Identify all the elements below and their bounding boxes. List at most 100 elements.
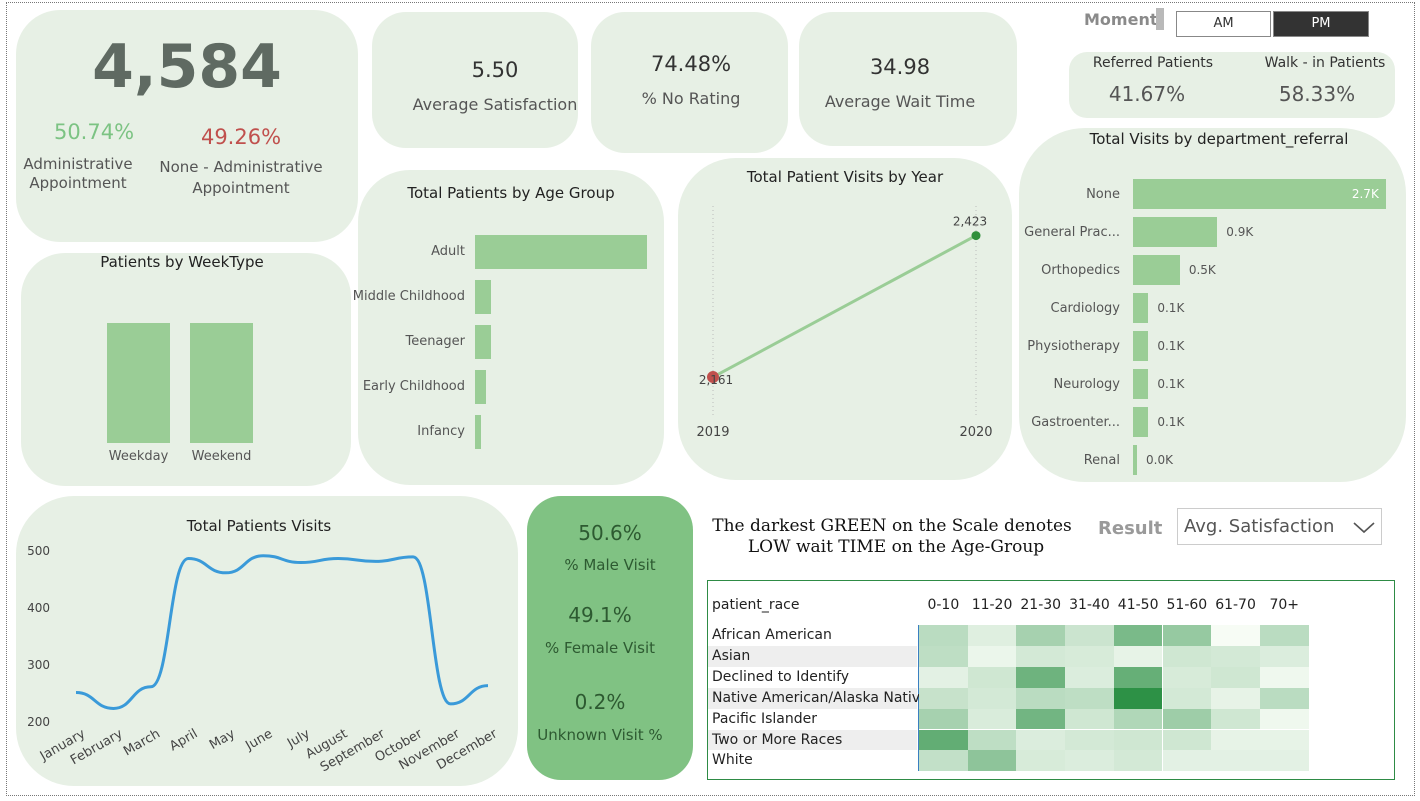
heatmap-cell[interactable] [1211, 645, 1260, 667]
year-data-label: 2,423 [953, 215, 987, 229]
age-bar [475, 280, 491, 314]
female-value: 49.1% [568, 603, 632, 627]
heatmap-cell[interactable] [1016, 750, 1066, 772]
heatmap-cell[interactable] [1259, 708, 1309, 730]
department-label: Renal [1083, 453, 1120, 468]
heatmap-cell[interactable] [1065, 687, 1114, 709]
heatmap-cell[interactable] [1259, 645, 1309, 667]
heatmap-cell[interactable] [967, 666, 1017, 688]
heatmap-cell[interactable] [1162, 729, 1212, 751]
year-x-tick: 2020 [959, 425, 992, 440]
age-group-card: Total Patients by Age Group Adult Middle … [353, 170, 664, 485]
am-button[interactable]: AM [1176, 11, 1271, 37]
heatmap-cell[interactable] [1162, 750, 1212, 772]
heatmap-cell[interactable] [1016, 625, 1066, 646]
heatmap-row-label: African American [712, 627, 832, 643]
heatmap-cell[interactable] [919, 708, 968, 730]
department-data-label: 0.1K [1157, 415, 1185, 429]
pm-button[interactable]: PM [1273, 11, 1369, 37]
heatmap-cell[interactable] [1162, 645, 1212, 667]
walkin-value: 58.33% [1278, 82, 1356, 106]
heatmap-cell[interactable] [1259, 687, 1309, 709]
heatmap-cell[interactable] [919, 666, 968, 688]
heatmap-cell[interactable] [1113, 687, 1163, 709]
avg-wait-value: 34.98 [869, 55, 931, 79]
heatmap-cell[interactable] [967, 708, 1017, 730]
admin-label-2: Appointment [29, 174, 127, 192]
heatmap-cell[interactable] [1016, 729, 1066, 751]
heatmap-cell[interactable] [967, 625, 1017, 646]
heatmap-cell[interactable] [1211, 666, 1260, 688]
heatmap-cell[interactable] [1113, 645, 1163, 667]
age-label: Infancy [417, 424, 465, 439]
result-dropdown[interactable]: Avg. Satisfaction [1177, 508, 1382, 545]
monthly-x-tick: March [121, 726, 163, 759]
heatmap-cell[interactable] [1065, 750, 1114, 772]
heatmap-cell[interactable] [919, 645, 968, 667]
avg-satisfaction-card: 5.50 Average Satisfaction [372, 12, 578, 148]
department-label: Neurology [1053, 377, 1121, 392]
heatmap-cell[interactable] [1016, 687, 1066, 709]
department-bar [1133, 369, 1149, 399]
weektype-bar [107, 322, 170, 443]
monthly-y-tick: 400 [27, 601, 50, 615]
heatmap-col-header: 11-20 [971, 597, 1013, 613]
heatmap-cell[interactable] [1065, 708, 1114, 730]
heatmap-cell[interactable] [967, 687, 1017, 709]
heatmap-cell[interactable] [1162, 625, 1212, 646]
age-label: Adult [431, 244, 465, 259]
heatmap-cell[interactable] [1113, 750, 1163, 772]
department-label: Physiotherapy [1027, 339, 1120, 354]
weektype-bar [190, 322, 253, 443]
heatmap-cell[interactable] [1162, 708, 1212, 730]
monthly-y-tick: 200 [27, 715, 50, 729]
heatmap-cell[interactable] [1065, 645, 1114, 667]
heatmap-cell[interactable] [1211, 750, 1260, 772]
heatmap-col-header: 61-70 [1215, 597, 1256, 613]
female-label: % Female Visit [545, 639, 655, 657]
heatmap-cell[interactable] [1162, 687, 1212, 709]
year-series-line [712, 234, 977, 379]
heatmap-cell[interactable] [1211, 708, 1260, 730]
total-patients-card: 4,584 50.74% Administrative Appointment … [16, 10, 358, 242]
heatmap-cell[interactable] [967, 729, 1017, 751]
heatmap-cell[interactable] [1065, 625, 1114, 646]
heatmap-cell[interactable] [1113, 666, 1163, 688]
department-data-label: 0.5K [1188, 263, 1216, 277]
heatmap-cell[interactable] [967, 750, 1017, 772]
heatmap-cell[interactable] [919, 750, 968, 772]
heatmap-cell[interactable] [919, 729, 968, 751]
heatmap-cell[interactable] [1065, 729, 1114, 751]
age-label: Middle Childhood [352, 289, 465, 304]
heatmap-cell[interactable] [1113, 729, 1163, 751]
heatmap-cell[interactable] [1162, 666, 1212, 688]
age-bar [475, 415, 482, 449]
heatmap-cell[interactable] [1113, 625, 1163, 646]
heatmap-cell[interactable] [1016, 708, 1066, 730]
heatmap-cell[interactable] [967, 645, 1017, 667]
heatmap-cell[interactable] [919, 625, 968, 646]
heatmap-row-label: White [712, 752, 753, 769]
department-bar [1133, 179, 1386, 209]
year-point-2020[interactable] [971, 231, 981, 241]
heatmap-cell[interactable] [919, 687, 968, 709]
heatmap-cell[interactable] [1211, 687, 1260, 709]
heatmap-cell[interactable] [1211, 729, 1260, 751]
heatmap-cell[interactable] [1113, 708, 1163, 730]
heatmap-cell[interactable] [1016, 666, 1066, 688]
year-data-label: 2,161 [699, 373, 733, 387]
heatmap-cell[interactable] [1259, 750, 1309, 772]
heatmap-cell[interactable] [1259, 729, 1309, 751]
heatmap-cell[interactable] [1259, 625, 1309, 646]
weektype-x-label: Weekday [108, 449, 169, 464]
year-point-2019[interactable] [707, 371, 719, 384]
nonadmin-label-2: Appointment [192, 179, 290, 197]
monthly-x-tick: April [167, 726, 200, 754]
department-bar [1133, 331, 1149, 361]
heatmap-cell[interactable] [1065, 666, 1114, 688]
heatmap-cell[interactable] [1259, 666, 1309, 688]
department-label: Cardiology [1050, 301, 1121, 316]
heatmap-cell[interactable] [1016, 645, 1066, 667]
heatmap-cell[interactable] [1211, 625, 1260, 646]
department-data-label: 0.1K [1157, 301, 1185, 315]
